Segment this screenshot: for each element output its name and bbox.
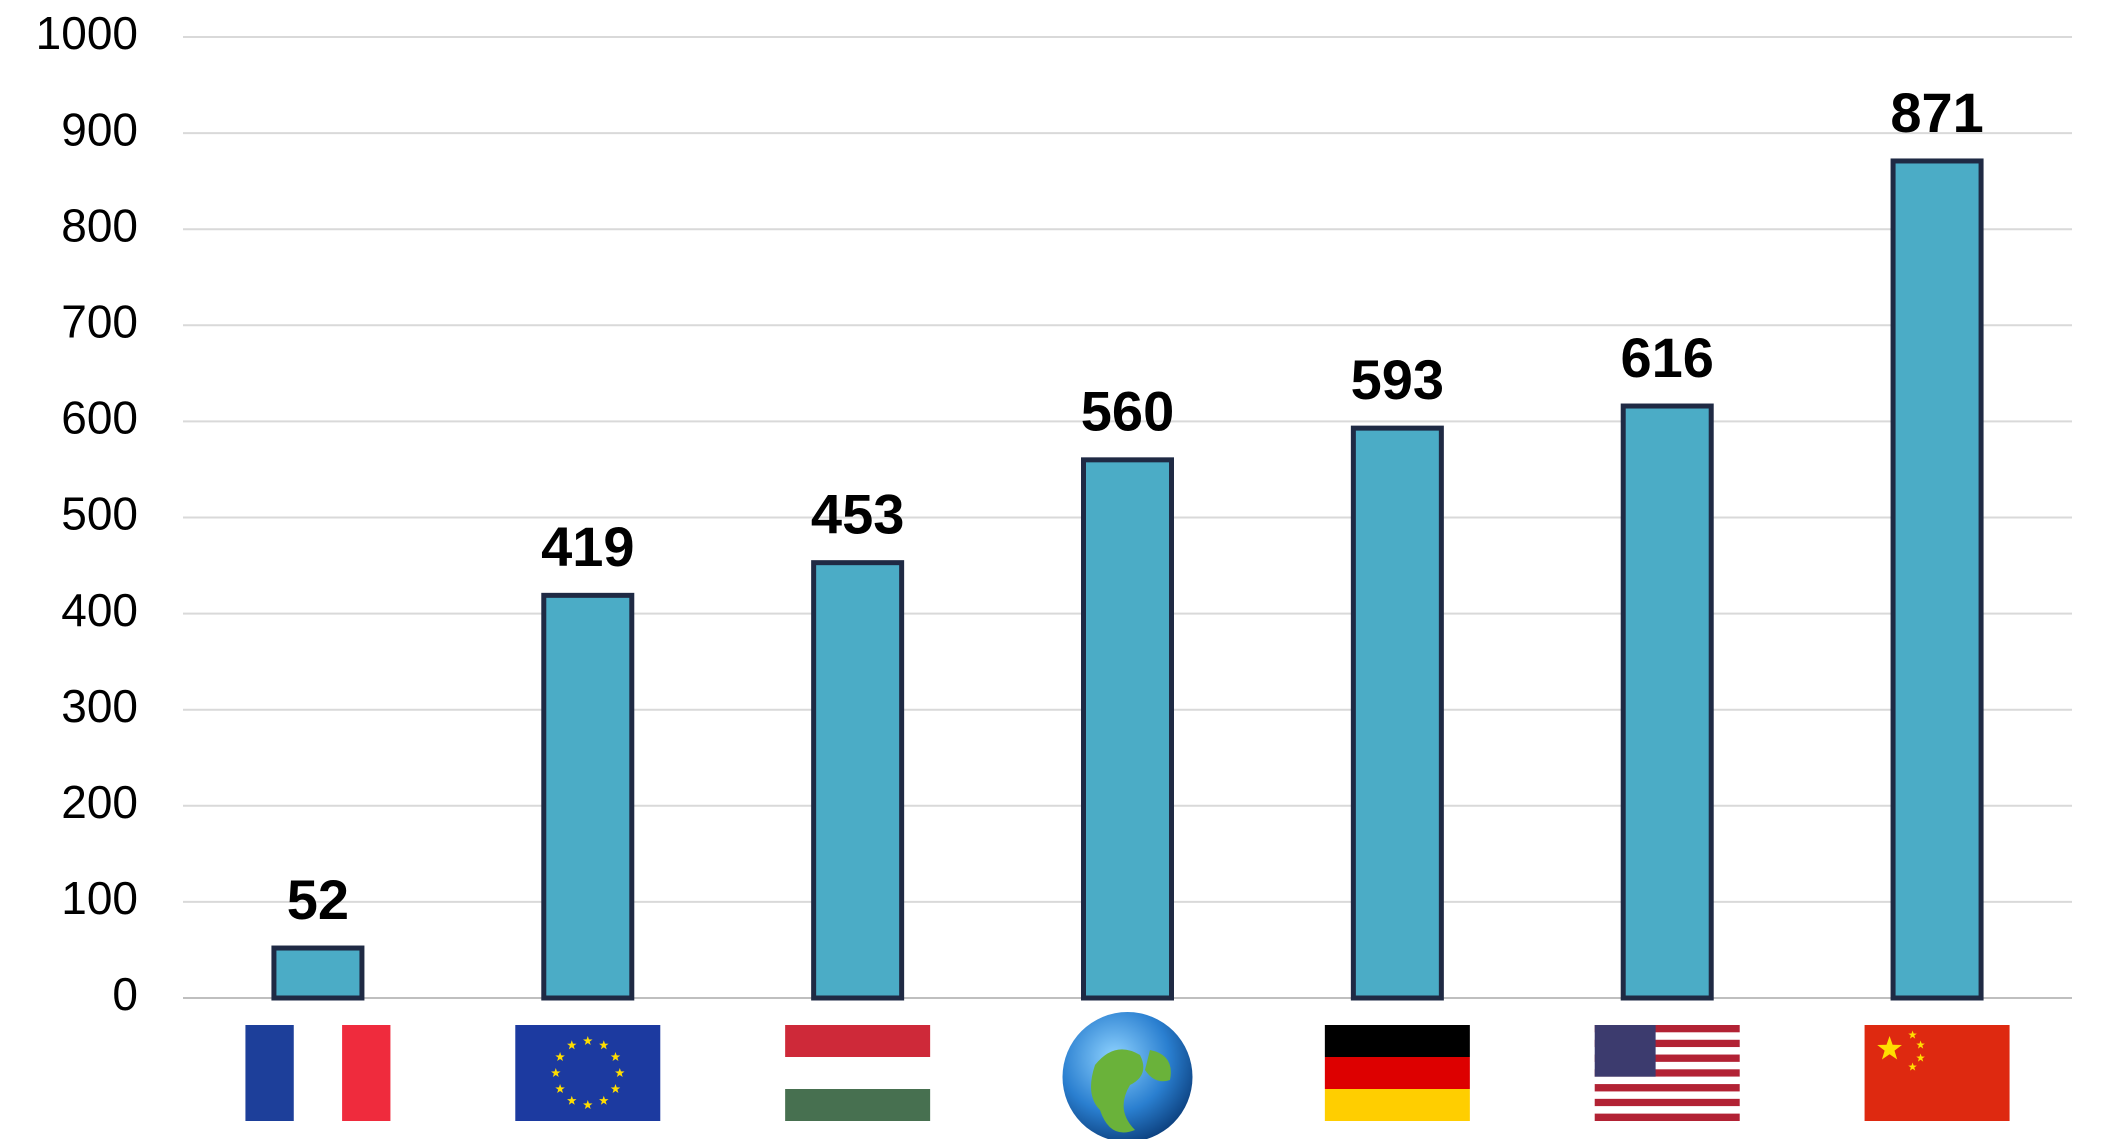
y-tick-label: 600 bbox=[61, 392, 138, 444]
flag-star bbox=[610, 1052, 621, 1062]
flag-stripe bbox=[785, 1025, 931, 1057]
y-tick-label: 400 bbox=[61, 584, 138, 636]
flag-star bbox=[551, 1068, 561, 1078]
flag-stripe bbox=[245, 1025, 294, 1121]
flag-star bbox=[1908, 1062, 1917, 1071]
globe-land bbox=[1091, 1049, 1171, 1133]
flag-stripe bbox=[785, 1089, 931, 1121]
flag-stripe bbox=[785, 1057, 931, 1089]
flag-star bbox=[1916, 1040, 1925, 1049]
bar bbox=[271, 945, 365, 1001]
flag-star bbox=[1908, 1030, 1917, 1039]
flag-star bbox=[610, 1084, 621, 1094]
flag-icon bbox=[1864, 1025, 2010, 1121]
y-tick-label: 900 bbox=[61, 103, 138, 155]
flag-stripe bbox=[1324, 1057, 1470, 1089]
flag-field bbox=[1864, 1025, 2010, 1121]
flag-star bbox=[1877, 1036, 1902, 1060]
flag-stripe bbox=[1594, 1025, 1740, 1033]
flag-icon bbox=[245, 1025, 391, 1121]
y-tick-label: 800 bbox=[61, 199, 138, 251]
flag-star bbox=[615, 1068, 625, 1078]
value-label: 593 bbox=[1351, 348, 1444, 411]
y-tick-label: 0 bbox=[112, 968, 138, 1020]
y-tick-label: 200 bbox=[61, 776, 138, 828]
flag-star bbox=[555, 1084, 565, 1094]
bar bbox=[811, 560, 905, 1001]
flag-stripe bbox=[1324, 1025, 1470, 1057]
flag-icon bbox=[1324, 1025, 1470, 1121]
flag-stripe bbox=[1594, 1039, 1740, 1048]
y-tick-label: 1000 bbox=[36, 7, 138, 59]
flag-star bbox=[599, 1040, 609, 1050]
flag-icon bbox=[785, 1025, 931, 1121]
value-label: 616 bbox=[1620, 326, 1713, 389]
y-tick-label: 700 bbox=[61, 295, 138, 347]
flag-star bbox=[583, 1100, 593, 1110]
flag-star bbox=[567, 1095, 577, 1105]
y-tick-label: 100 bbox=[61, 872, 138, 924]
flag-stripe bbox=[1594, 1047, 1740, 1055]
flag-icon bbox=[1062, 1012, 1193, 1139]
flag-star bbox=[555, 1052, 565, 1062]
flag-stripe bbox=[1594, 1106, 1740, 1114]
value-label: 52 bbox=[287, 868, 349, 931]
value-label: 453 bbox=[811, 482, 904, 545]
bar bbox=[541, 592, 635, 1001]
flag-stripe bbox=[1594, 1076, 1740, 1085]
flag-stripe bbox=[1594, 1032, 1740, 1040]
value-label: 560 bbox=[1081, 380, 1174, 443]
flag-stripe bbox=[1594, 1054, 1740, 1062]
flag-icon bbox=[1594, 1025, 1740, 1121]
flag-stripe bbox=[342, 1025, 391, 1121]
flag-stripe bbox=[1594, 1061, 1740, 1070]
bar bbox=[1620, 403, 1714, 1001]
flag-stripe bbox=[1594, 1084, 1740, 1092]
y-tick-label: 300 bbox=[61, 680, 138, 732]
flag-stripe bbox=[1594, 1113, 1740, 1121]
flag-star bbox=[599, 1095, 609, 1105]
flag-canton bbox=[1594, 1025, 1656, 1077]
bar bbox=[1081, 457, 1174, 1001]
value-label: 419 bbox=[541, 515, 634, 578]
flag-stripe bbox=[1594, 1098, 1740, 1107]
flag-icon bbox=[515, 1025, 661, 1121]
flag-star bbox=[567, 1040, 577, 1050]
bar bbox=[1890, 158, 1984, 1001]
flag-stripe bbox=[1594, 1091, 1740, 1099]
flag-stripe bbox=[1324, 1089, 1470, 1121]
flag-star bbox=[1916, 1053, 1925, 1062]
value-label: 871 bbox=[1890, 81, 1983, 144]
y-tick-label: 500 bbox=[61, 488, 138, 540]
flag-stripe bbox=[1594, 1069, 1740, 1077]
flag-star bbox=[583, 1036, 593, 1046]
bar bbox=[1350, 425, 1444, 1001]
